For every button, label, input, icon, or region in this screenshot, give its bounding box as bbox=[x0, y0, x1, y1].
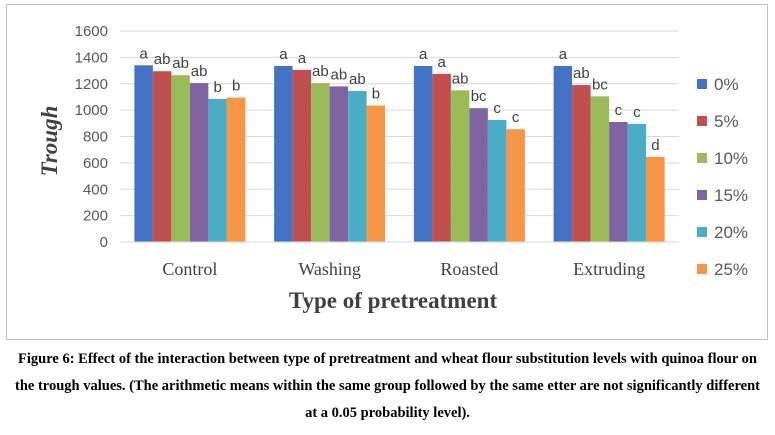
legend-label: 10% bbox=[714, 149, 748, 168]
legend-label: 20% bbox=[714, 223, 748, 242]
bar-control-0pct bbox=[134, 65, 153, 242]
bar-washing-5pct bbox=[292, 69, 312, 242]
y-tick-label: 1400 bbox=[75, 49, 108, 66]
data-label: ab bbox=[573, 65, 590, 82]
data-label: ab bbox=[349, 71, 366, 88]
legend-swatch bbox=[697, 79, 707, 89]
data-label: a bbox=[437, 54, 446, 71]
data-label: ab bbox=[172, 55, 189, 72]
y-tick-label: 0 bbox=[100, 234, 108, 251]
y-tick-label: 600 bbox=[83, 155, 108, 172]
y-axis-title: Trough bbox=[37, 106, 62, 177]
bar-roasted-5pct bbox=[432, 73, 451, 242]
data-label: a bbox=[298, 50, 307, 67]
data-label: c bbox=[633, 104, 641, 121]
legend-swatch bbox=[697, 264, 707, 274]
legend-label: 5% bbox=[714, 112, 739, 131]
legend-swatch bbox=[697, 153, 707, 163]
bar-washing-20pct bbox=[348, 91, 367, 242]
bar-extruding-25pct bbox=[646, 156, 665, 242]
category-label: Control bbox=[162, 259, 217, 279]
bar-extruding-10pct bbox=[590, 96, 610, 242]
data-label: d bbox=[651, 137, 659, 154]
bar-washing-0pct bbox=[274, 65, 293, 243]
legend-swatch bbox=[697, 116, 707, 126]
legend-label: 25% bbox=[714, 260, 748, 279]
bar-washing-15pct bbox=[329, 86, 349, 242]
bar-control-5pct bbox=[152, 71, 172, 242]
bar-roasted-15pct bbox=[469, 108, 488, 242]
legend-label: 0% bbox=[714, 75, 739, 94]
bar-roasted-0pct bbox=[413, 65, 433, 243]
data-label: b bbox=[372, 86, 380, 103]
legend-swatch bbox=[697, 190, 707, 200]
data-label: a bbox=[139, 45, 148, 62]
data-label: ab bbox=[452, 70, 469, 87]
chart-frame: a ab ab ab b b a a ab ab ab b a a ab bc c c a ab bc c c d 0 200 4… bbox=[6, 4, 768, 340]
category-label: Washing bbox=[298, 259, 361, 279]
data-label: c bbox=[615, 102, 623, 119]
data-label: a bbox=[419, 46, 428, 63]
bar-washing-10pct bbox=[311, 83, 330, 242]
bar-control-10pct bbox=[171, 75, 190, 242]
bar-extruding-20pct bbox=[627, 123, 647, 242]
y-tick-label: 200 bbox=[83, 208, 108, 225]
data-label: bc bbox=[592, 76, 608, 93]
y-tick-label: 800 bbox=[83, 129, 108, 146]
y-tick-label: 400 bbox=[83, 181, 108, 198]
data-label: ab bbox=[312, 63, 329, 80]
data-label: a bbox=[279, 46, 288, 63]
legend-swatch bbox=[697, 227, 707, 237]
category-label: Extruding bbox=[573, 259, 645, 279]
y-tick-label: 1000 bbox=[75, 102, 108, 119]
bar-control-20pct bbox=[208, 98, 227, 243]
data-label: bc bbox=[471, 88, 487, 105]
bar-roasted-20pct bbox=[487, 120, 507, 242]
bar-roasted-25pct bbox=[506, 129, 525, 242]
figure-caption: Figure 6: Effect of the interaction betw… bbox=[15, 351, 760, 421]
bar-control-15pct bbox=[189, 83, 209, 242]
legend-label: 15% bbox=[714, 186, 748, 205]
bar-roasted-10pct bbox=[450, 90, 470, 242]
data-label: ab bbox=[191, 63, 208, 80]
bar-extruding-5pct bbox=[572, 85, 591, 242]
bar-extruding-0pct bbox=[553, 65, 573, 243]
category-label: Roasted bbox=[440, 259, 498, 279]
data-label: ab bbox=[154, 51, 171, 68]
data-label: c bbox=[512, 109, 520, 126]
y-tick-label: 1600 bbox=[75, 23, 108, 40]
bar-washing-25pct bbox=[366, 105, 386, 243]
data-label: b bbox=[232, 78, 240, 95]
data-label: b bbox=[213, 79, 221, 96]
y-tick-label: 1200 bbox=[75, 76, 108, 93]
x-axis-title: Type of pretreatment bbox=[289, 288, 498, 313]
bar-extruding-15pct bbox=[609, 121, 628, 242]
data-label: c bbox=[493, 100, 501, 117]
bar-control-25pct bbox=[226, 97, 246, 242]
data-label: a bbox=[559, 46, 568, 63]
data-label: ab bbox=[331, 66, 348, 83]
